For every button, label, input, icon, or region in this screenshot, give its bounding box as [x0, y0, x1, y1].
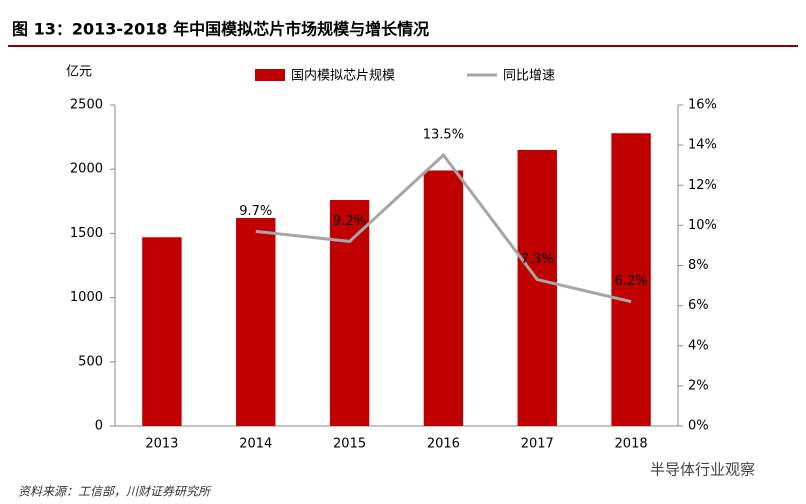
y2-tick-label: 2%: [688, 378, 709, 393]
legend-label: 国内模拟芯片规模: [291, 68, 395, 84]
y2-tick-label: 4%: [688, 338, 709, 353]
x-tick-label: 2015: [333, 437, 366, 452]
x-tick-label: 2018: [615, 437, 648, 452]
y-tick-label: 2000: [70, 162, 103, 177]
data-label: 7.3%: [521, 252, 554, 267]
y2-tick-label: 14%: [688, 138, 717, 153]
data-label: 9.2%: [333, 214, 366, 229]
y-tick-label: 0: [95, 419, 103, 434]
bar: [611, 133, 651, 427]
y-tick-label: 1000: [70, 290, 103, 305]
x-tick-label: 2016: [427, 437, 460, 452]
x-tick-label: 2014: [239, 437, 272, 452]
y2-tick-label: 8%: [688, 258, 709, 273]
data-label: 9.7%: [239, 204, 272, 219]
y-axis-label: 亿元: [66, 65, 92, 80]
bar: [236, 217, 276, 426]
data-label: 6.2%: [615, 274, 648, 289]
y2-tick-label: 12%: [688, 178, 717, 193]
legend-swatch: [255, 69, 285, 81]
y2-tick-label: 10%: [688, 218, 717, 233]
x-tick-label: 2013: [145, 437, 178, 452]
y2-tick-label: 16%: [688, 98, 717, 113]
bar: [423, 170, 464, 426]
bar: [329, 200, 370, 426]
title: 图 13：2013-2018 年中国模拟芯片市场规模与增长情况: [12, 20, 429, 39]
data-label: 13.5%: [423, 128, 464, 143]
y-tick-label: 500: [78, 354, 103, 369]
y-tick-label: 2500: [70, 98, 103, 113]
x-tick-label: 2017: [521, 437, 554, 452]
y2-tick-label: 6%: [688, 298, 709, 313]
bar: [517, 149, 557, 426]
source: 资料来源：工信部，川财证券研究所: [18, 485, 212, 499]
bar: [142, 237, 182, 426]
y-tick-label: 1500: [70, 226, 103, 241]
watermark: 半导体行业观察: [650, 461, 755, 479]
y2-tick-label: 0%: [688, 419, 709, 434]
legend-label: 同比增速: [503, 69, 555, 84]
line: [255, 152, 632, 304]
